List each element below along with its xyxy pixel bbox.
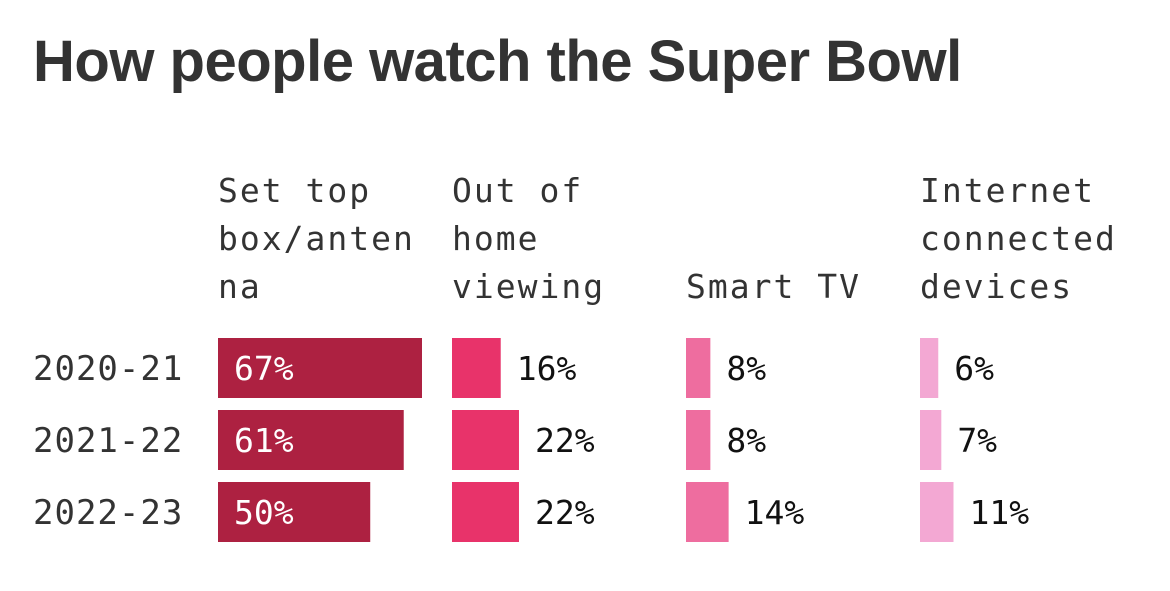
column-header-line: Smart TV	[686, 267, 861, 306]
bar-out-of-home-viewing-2020-21	[452, 338, 501, 398]
column-header-line: connected	[920, 219, 1117, 258]
bar-internet-connected-devices-2021-22	[920, 410, 942, 470]
row-label-2020-21: 2020-21	[33, 349, 183, 389]
row-label-2021-22: 2021-22	[33, 421, 183, 461]
bar-internet-connected-devices-2020-21	[920, 338, 939, 398]
bar-out-of-home-viewing-2021-22	[452, 410, 519, 470]
column-header-line: viewing	[452, 267, 605, 306]
column-header-line: home	[452, 219, 539, 258]
data-label: 11%	[969, 493, 1029, 532]
column-header-line: devices	[920, 267, 1073, 306]
column-header-line: Internet	[920, 171, 1095, 210]
data-label: 61%	[234, 421, 294, 460]
data-label: 7%	[957, 421, 997, 460]
column-header-line: Out of	[452, 171, 583, 210]
data-label: 22%	[535, 493, 595, 532]
column-header-line: Set top	[218, 171, 371, 210]
bar-out-of-home-viewing-2022-23	[452, 482, 519, 542]
bar-smart-tv-2021-22	[686, 410, 711, 470]
data-label: 14%	[745, 493, 805, 532]
column-header-line: box/anten	[218, 219, 415, 258]
row-label-2022-23: 2022-23	[33, 493, 183, 533]
data-label: 50%	[234, 493, 294, 532]
chart-title: How people watch the Super Bowl	[33, 29, 962, 94]
data-label: 67%	[234, 349, 294, 388]
bar-smart-tv-2020-21	[686, 338, 711, 398]
column-header-line: na	[218, 267, 262, 306]
bar-internet-connected-devices-2022-23	[920, 482, 954, 542]
bar-set-top-box-antenna-2021-22	[218, 410, 404, 470]
bar-smart-tv-2022-23	[686, 482, 729, 542]
data-label: 16%	[517, 349, 577, 388]
data-label: 22%	[535, 421, 595, 460]
data-label: 6%	[954, 349, 994, 388]
bar-set-top-box-antenna-2022-23	[218, 482, 371, 542]
data-label: 8%	[726, 349, 766, 388]
data-label: 8%	[726, 421, 766, 460]
bar-set-top-box-antenna-2020-21	[218, 338, 422, 398]
